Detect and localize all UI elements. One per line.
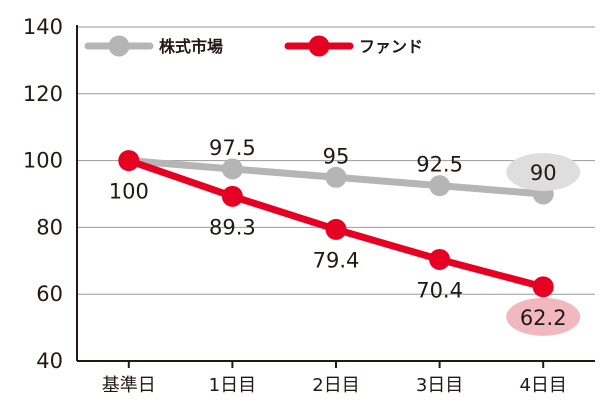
series-0-label-1: 97.5 [209,136,256,160]
data-labels: 97.5 95 92.5 90 100 89.3 79.4 70.4 62.2 [109,136,581,336]
legend-label-0: 株式市場 [159,37,223,56]
series-0-label-2: 95 [323,144,350,168]
series-1-label-1: 89.3 [209,215,256,239]
y-tick-label-60: 60 [36,282,63,306]
series-1-highlight-4 [506,297,581,336]
y-tick-label-120: 120 [23,82,63,106]
series [118,150,554,298]
series-1-label-2: 79.4 [313,248,360,272]
legend-swatch-point-1 [308,35,330,57]
series-1-label-0: 100 [109,180,149,204]
series-1-point-1 [221,185,243,207]
x-tick-label-3: 3日目 [416,375,463,396]
y-tick-label-40: 40 [36,349,63,373]
series-0-label-3: 92.5 [416,153,463,177]
y-tick-label-140: 140 [23,15,63,39]
x-tick-label-4: 4日目 [519,375,566,396]
series-0-label-4: 90 [530,161,557,185]
series-1-label-3: 70.4 [416,278,463,302]
x-tick-label-2: 2日目 [312,375,359,396]
y-tick-label-100: 100 [23,149,63,173]
series-1-point-0 [118,150,140,172]
series-1-point-3 [429,248,451,270]
series-0-point-3 [429,175,451,197]
series-0-highlight-4 [506,153,581,191]
legend-label-1: ファンド [359,37,423,56]
series-1-point-2 [325,218,347,240]
series-0-point-2 [325,166,347,188]
series-1-label-4: 62.2 [520,306,567,330]
y-tick-label-80: 80 [36,215,63,239]
series-1-point-4 [532,276,554,298]
x-tick-label-1: 1日目 [209,375,256,396]
legend: 株式市場 ファンド [84,35,423,57]
series-0-point-1 [221,158,243,180]
axes: 40 60 80 100 120 140 基準日 1日目 2日目 3日目 4日目 [23,15,595,396]
x-tick-label-0: 基準日 [102,375,156,396]
legend-swatch-point-0 [108,35,130,57]
